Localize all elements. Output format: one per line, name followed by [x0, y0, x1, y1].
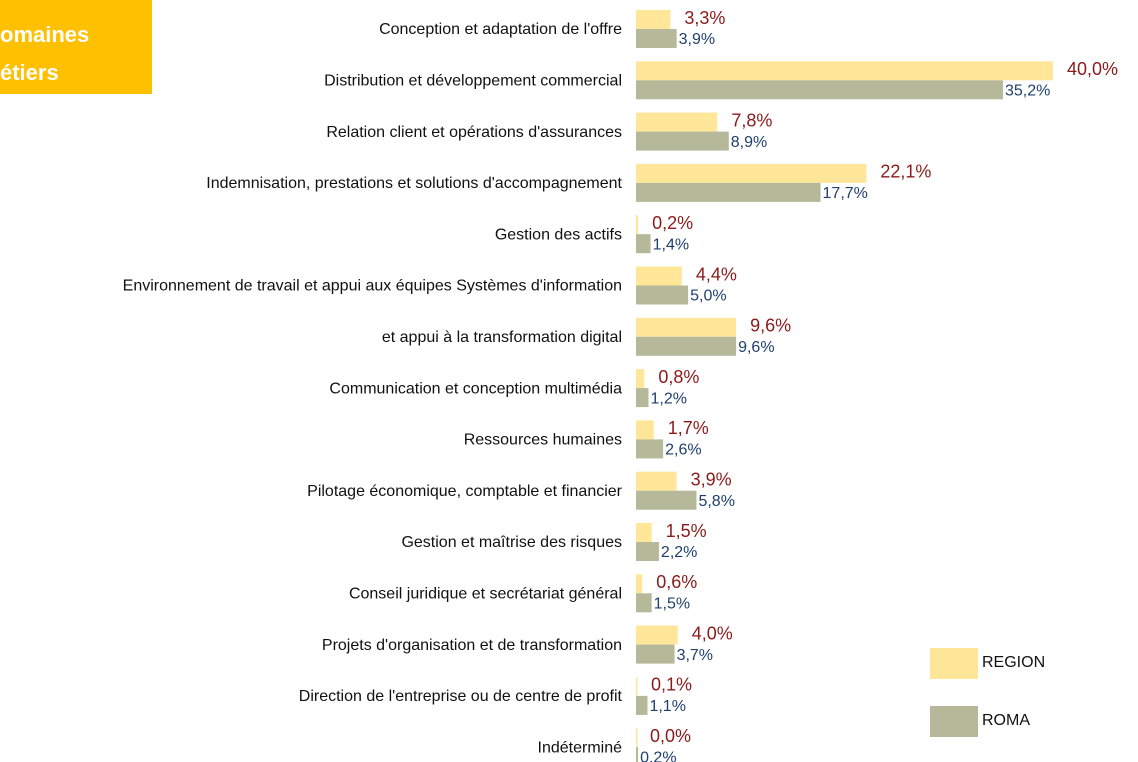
title-box: [0, 0, 152, 94]
category-label: Communication et conception multimédia: [329, 380, 622, 397]
legend-label: ROMA: [982, 712, 1030, 729]
value-label: 8,9%: [731, 134, 767, 151]
value-label: 22,1%: [880, 162, 931, 182]
bar: [636, 163, 867, 183]
value-label: 3,7%: [677, 647, 713, 664]
bar: [636, 131, 729, 151]
value-label: 0,6%: [656, 572, 697, 592]
category-label: Gestion et maîtrise des risques: [401, 534, 622, 551]
value-label: 7,8%: [731, 110, 772, 130]
value-label: 17,7%: [823, 185, 868, 202]
category-label: et appui à la transformation digital: [382, 329, 622, 346]
value-label: 2,6%: [665, 442, 701, 459]
bar: [636, 388, 649, 408]
category-label: Conseil juridique et secrétariat général: [349, 586, 622, 603]
value-label: 5,0%: [690, 288, 726, 305]
bar: [636, 61, 1053, 81]
bar: [636, 215, 639, 235]
bar: [636, 644, 675, 664]
bar: [636, 593, 652, 613]
bar: [636, 10, 671, 29]
category-label: Pilotage économique, comptable et financ…: [307, 483, 623, 500]
value-label: 5,8%: [698, 493, 734, 510]
bar: [636, 490, 697, 510]
category-label: Gestion des actifs: [495, 226, 622, 243]
bar: [636, 728, 638, 748]
legend-swatch: [930, 706, 978, 737]
category-label: Ressources humaines: [464, 432, 622, 449]
bar: [636, 266, 682, 286]
bar: [636, 574, 643, 594]
value-label: 40,0%: [1067, 59, 1118, 79]
value-label: 0,2%: [640, 749, 676, 762]
bar: [636, 695, 648, 715]
bar: [636, 747, 639, 762]
category-label: Projets d'organisation et de transformat…: [322, 637, 622, 654]
value-label: 35,2%: [1005, 83, 1050, 100]
value-label: 3,3%: [684, 8, 725, 28]
value-label: 1,5%: [666, 521, 707, 541]
bar: [636, 369, 645, 389]
value-label: 2,2%: [661, 544, 697, 561]
bar: [636, 182, 821, 202]
bar: [636, 112, 718, 132]
bar: [636, 234, 651, 254]
bar: [636, 317, 737, 337]
bar: [636, 80, 1003, 100]
bar: [636, 676, 638, 696]
bar: [636, 420, 654, 440]
bar: [636, 523, 652, 542]
legend-swatch: [930, 648, 978, 679]
bar: [636, 625, 678, 645]
legend-label: REGION: [982, 654, 1045, 671]
bar: [636, 29, 677, 48]
value-label: 3,9%: [679, 31, 715, 48]
category-label: Direction de l'entreprise ou de centre d…: [299, 688, 623, 705]
category-label: Conception et adaptation de l'offre: [379, 21, 622, 38]
value-label: 3,9%: [691, 469, 732, 489]
category-label: Relation client et opérations d'assuranc…: [326, 124, 622, 141]
value-label: 0,0%: [650, 726, 691, 746]
value-label: 9,6%: [750, 316, 791, 336]
value-label: 1,4%: [653, 236, 689, 253]
value-label: 1,5%: [654, 596, 690, 613]
category-label: Indéterminé: [538, 739, 623, 756]
bar: [636, 542, 659, 561]
value-label: 0,8%: [658, 367, 699, 387]
bar: [636, 471, 677, 491]
value-label: 0,1%: [651, 675, 692, 695]
bar: [636, 439, 664, 459]
chart-title: étiers: [0, 60, 59, 85]
chart-title: omaines: [0, 22, 89, 47]
value-label: 1,2%: [651, 390, 687, 407]
value-label: 4,0%: [692, 623, 733, 643]
bar: [636, 285, 689, 305]
value-label: 4,4%: [696, 264, 737, 284]
category-label: Environnement de travail et appui aux éq…: [123, 278, 622, 295]
category-label: Indemnisation, prestations et solutions …: [206, 175, 622, 192]
value-label: 1,1%: [649, 698, 685, 715]
category-label: Distribution et développement commercial: [324, 73, 622, 90]
value-label: 0,2%: [652, 213, 693, 233]
value-label: 1,7%: [668, 418, 709, 438]
bar: [636, 336, 737, 356]
value-label: 9,6%: [738, 339, 774, 356]
